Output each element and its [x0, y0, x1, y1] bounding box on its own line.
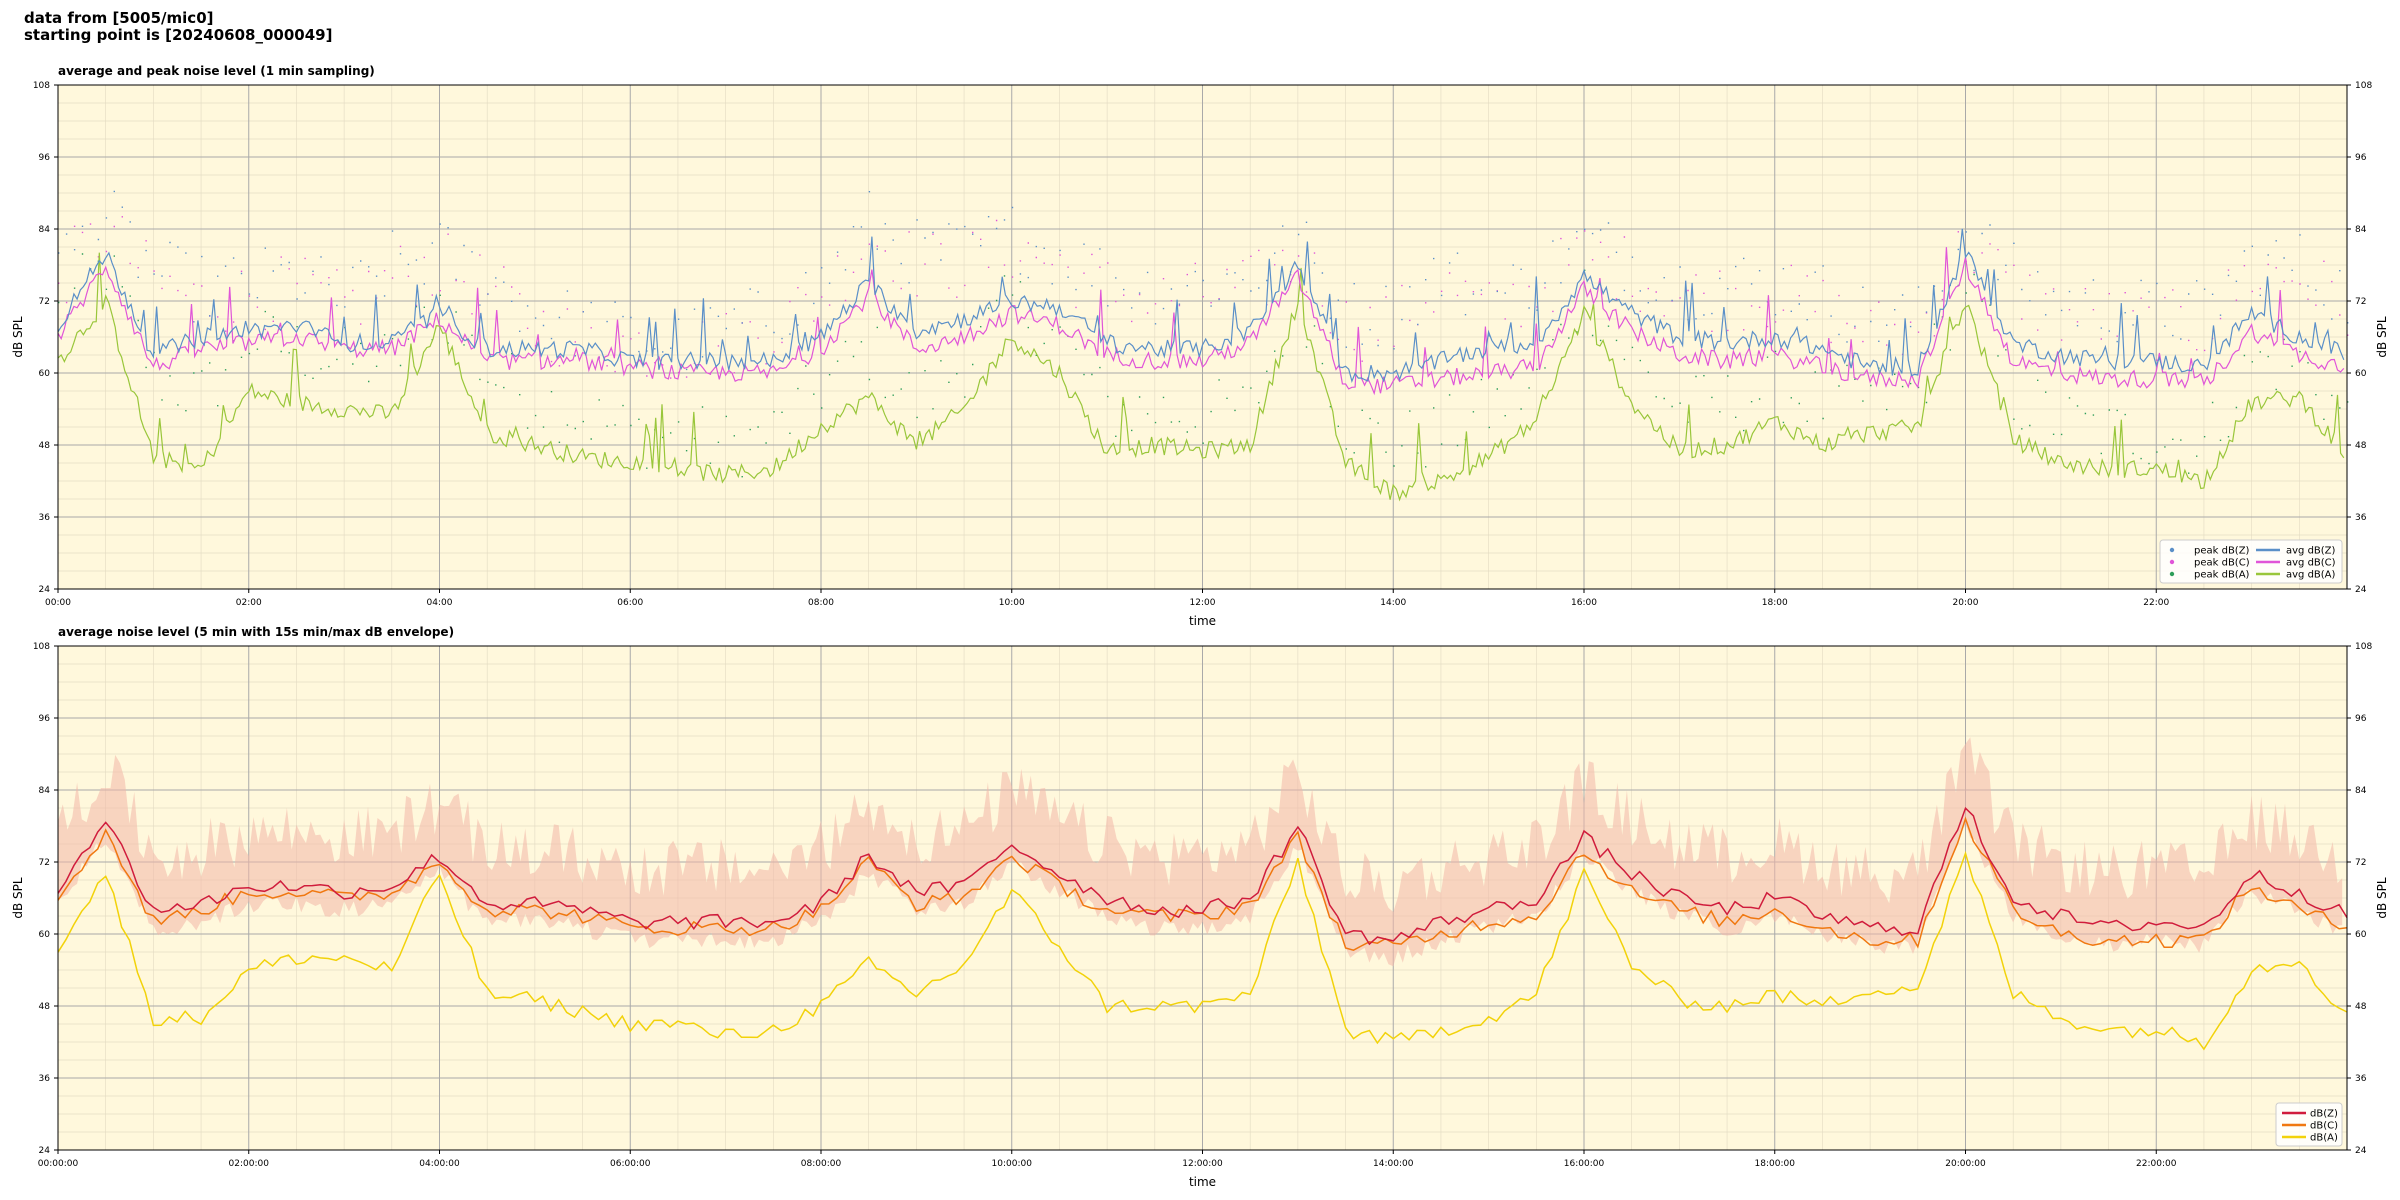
y-tick-label-right: 48	[2355, 1002, 2367, 1012]
chart-title: average noise level (5 min with 15s min/…	[58, 625, 454, 639]
y-tick-label-right: 24	[2355, 585, 2367, 595]
x-tick-label: 08:00:00	[801, 1159, 842, 1169]
y-tick-label: 24	[39, 1146, 51, 1156]
y-tick-label-right: 108	[2355, 81, 2372, 91]
y-tick-label: 72	[39, 297, 50, 307]
legend-label: dB(C)	[2310, 1121, 2338, 1132]
envelope-chart: 24 24 36 36 48 48 60 60 72 72 84 84 96 96 108 108 00:00:…	[11, 625, 2389, 1189]
legend-marker	[2169, 559, 2175, 565]
series-db-a-	[57, 850, 2348, 1051]
y-tick-label-right: 96	[2355, 153, 2367, 163]
x-tick-label: 04:00:00	[419, 1159, 460, 1169]
y-tick-label-right: 84	[2355, 225, 2367, 235]
y-tick-label: 84	[39, 786, 51, 796]
y-tick-label-right: 72	[2355, 297, 2366, 307]
x-tick-label: 02:00:00	[229, 1159, 270, 1169]
legend-label: avg dB(Z)	[2286, 546, 2336, 557]
y-tick-label: 48	[39, 1002, 51, 1012]
y-tick-label-right: 48	[2355, 441, 2367, 451]
x-tick-label: 20:00	[1953, 598, 1979, 608]
peak-avg-chart: 24 24 36 36 48 48 60 60 72 72 84 84 96 96 108 108 00:00 0…	[11, 64, 2389, 628]
y-tick-label: 72	[39, 858, 50, 868]
y-tick-label-right: 24	[2355, 1146, 2367, 1156]
plot-frame	[57, 645, 2348, 1151]
x-axis-label: time	[1189, 1175, 1216, 1189]
x-tick-label: 10:00:00	[992, 1159, 1033, 1169]
x-axis-label: time	[1189, 614, 1216, 628]
legend-label: dB(A)	[2310, 1133, 2338, 1144]
x-tick-label: 16:00:00	[1564, 1159, 1605, 1169]
legend-label: dB(Z)	[2310, 1109, 2338, 1120]
x-tick-label: 06:00:00	[610, 1159, 651, 1169]
series-peak-db-c-	[58, 216, 2349, 379]
x-tick-label: 02:00	[236, 598, 262, 608]
x-tick-label: 18:00:00	[1755, 1159, 1796, 1169]
x-tick-label: 14:00	[1380, 598, 1406, 608]
legend-box	[2159, 539, 2343, 584]
x-tick-label: 04:00	[427, 598, 453, 608]
x-tick-label: 20:00:00	[1945, 1159, 1986, 1169]
legend-marker	[2169, 571, 2175, 577]
y-tick-label-right: 36	[2355, 513, 2367, 523]
y-tick-label-right: 96	[2355, 714, 2367, 724]
y-tick-label: 96	[39, 153, 51, 163]
x-tick-label: 12:00:00	[1182, 1159, 1223, 1169]
plot-frame	[57, 84, 2348, 590]
y-tick-label-right: 84	[2355, 786, 2367, 796]
envelope-band	[58, 737, 2343, 967]
x-tick-label: 00:00:00	[38, 1159, 79, 1169]
x-tick-label: 12:00	[1190, 598, 1216, 608]
x-tick-label: 22:00	[2143, 598, 2169, 608]
legend: peak dB(Z)peak dB(C)peak dB(A)avg dB(Z)a…	[2159, 539, 2343, 584]
y-tick-label-right: 72	[2355, 858, 2366, 868]
x-tick-label: 00:00	[45, 598, 71, 608]
series-avg-db-c-	[57, 247, 2345, 396]
page-header: data from [5005/mic0] starting point is …	[24, 10, 332, 44]
y-tick-label-right: 108	[2355, 642, 2372, 652]
x-tick-label: 18:00	[1762, 598, 1788, 608]
y-axis-label: dB SPL	[11, 316, 25, 358]
legend-marker	[2169, 547, 2175, 553]
data-source-label: data from [5005/mic0]	[24, 9, 214, 27]
legend-label: avg dB(C)	[2286, 558, 2336, 569]
y-tick-label: 36	[39, 513, 51, 523]
legend-label: peak dB(C)	[2194, 558, 2250, 569]
x-tick-label: 16:00	[1571, 598, 1597, 608]
starting-point-label: starting point is [20240608_000049]	[24, 26, 333, 44]
y-axis-label-right: dB SPL	[2375, 316, 2389, 358]
legend-label: peak dB(Z)	[2194, 546, 2250, 557]
series-peak-db-z-	[58, 190, 2349, 371]
series-db-z-	[57, 806, 2348, 946]
chart-title: average and peak noise level (1 min samp…	[58, 64, 375, 78]
x-tick-label: 10:00	[999, 598, 1025, 608]
y-tick-label: 108	[33, 642, 50, 652]
y-tick-label: 36	[39, 1074, 51, 1084]
y-axis-label-right: dB SPL	[2375, 877, 2389, 919]
series-avg-db-z-	[57, 228, 2345, 383]
legend-label: peak dB(A)	[2194, 570, 2250, 581]
y-tick-label: 84	[39, 225, 51, 235]
x-tick-label: 06:00	[617, 598, 643, 608]
x-tick-label: 14:00:00	[1373, 1159, 1414, 1169]
y-tick-label: 108	[33, 81, 50, 91]
y-tick-label: 96	[39, 714, 51, 724]
y-tick-label: 24	[39, 585, 51, 595]
legend: dB(Z)dB(C)dB(A)	[2275, 1102, 2343, 1147]
y-tick-label-right: 36	[2355, 1074, 2367, 1084]
y-tick-label-right: 60	[2355, 369, 2367, 379]
legend-label: avg dB(A)	[2286, 570, 2336, 581]
y-tick-label: 60	[39, 930, 51, 940]
y-tick-label: 48	[39, 441, 51, 451]
y-tick-label: 60	[39, 369, 51, 379]
y-axis-label: dB SPL	[11, 877, 25, 919]
x-tick-label: 22:00:00	[2136, 1159, 2177, 1169]
x-tick-label: 08:00	[808, 598, 834, 608]
y-tick-label-right: 60	[2355, 930, 2367, 940]
